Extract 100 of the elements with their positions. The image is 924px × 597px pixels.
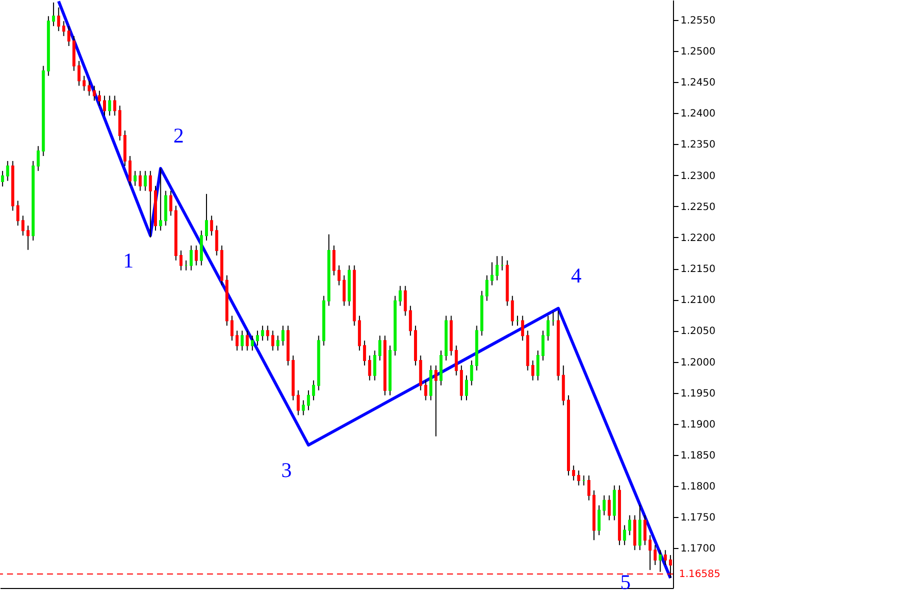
candlestick — [128, 156, 132, 186]
candlestick — [26, 225, 30, 250]
candlestick — [664, 550, 667, 566]
candlestick — [1, 170, 4, 187]
y-tick-label: 1.2100 — [680, 295, 716, 306]
candlestick — [57, 6, 60, 32]
candlestick — [246, 330, 249, 352]
candlestick — [281, 325, 284, 346]
candlestick — [398, 285, 402, 306]
y-tick-label: 1.2400 — [680, 108, 716, 120]
candlestick — [408, 305, 412, 336]
candlestick — [138, 170, 142, 192]
y-tick-label: 1.1900 — [680, 419, 716, 430]
y-tick-label: 1.2150 — [680, 264, 716, 276]
candlestick — [628, 514, 632, 536]
candlestick — [169, 190, 172, 216]
candlestick — [598, 504, 601, 536]
candlestick — [363, 340, 366, 366]
candlestick — [78, 60, 81, 86]
candlestick — [230, 315, 234, 342]
candlestick — [658, 550, 662, 572]
y-tick-label: 1.1850 — [680, 450, 716, 462]
candlestick — [256, 330, 259, 346]
annotation: 2 — [173, 123, 184, 148]
candlestick — [623, 524, 626, 546]
candlestick — [541, 330, 544, 362]
candlestick — [470, 360, 474, 386]
annotation: 4 — [571, 263, 582, 288]
y-tick-label: 1.2300 — [680, 170, 716, 182]
candlestick — [250, 335, 254, 352]
candlestick — [92, 85, 96, 102]
candlestick — [103, 95, 106, 116]
candlestick — [602, 494, 606, 516]
candlestick — [98, 90, 101, 106]
candlestick — [338, 264, 341, 286]
candlestick — [306, 390, 310, 411]
candlestick — [648, 534, 652, 570]
candlestick — [643, 514, 646, 546]
candlestick — [62, 20, 66, 37]
candlestick — [215, 225, 218, 256]
candlestick — [302, 400, 305, 416]
candlestick — [465, 374, 468, 401]
candlestick — [261, 325, 264, 342]
candlestick — [296, 390, 300, 416]
candlestick — [546, 315, 550, 342]
candlestick — [204, 193, 208, 242]
candlestick — [536, 350, 540, 381]
candlestick — [194, 245, 198, 266]
candlestick — [454, 345, 458, 376]
candlestick — [36, 146, 40, 172]
candlestick — [373, 350, 376, 381]
candlestick — [210, 215, 214, 236]
candlestick — [510, 295, 514, 326]
ref-line-label: 1.16585 — [679, 569, 720, 580]
candlestick — [496, 256, 499, 281]
candlestick — [88, 80, 91, 96]
y-tick-label: 1.1800 — [680, 482, 716, 493]
candlestick — [52, 2, 56, 27]
candlestick — [577, 470, 580, 486]
candlestick — [404, 285, 407, 316]
candlestick — [113, 95, 116, 116]
candlestick — [144, 170, 147, 192]
y-tick-label: 1.2200 — [680, 232, 716, 244]
annotation: 3 — [281, 458, 292, 482]
candlestick — [240, 330, 244, 352]
candlestick — [332, 245, 336, 276]
y-tick-label: 1.1950 — [680, 388, 716, 400]
candlestick — [424, 380, 428, 401]
candlestick — [271, 330, 274, 352]
y-tick-label: 1.1700 — [680, 544, 716, 555]
candlestick — [179, 250, 182, 271]
candlestick — [531, 360, 534, 381]
candlestick — [654, 544, 657, 566]
candlestick — [276, 335, 280, 352]
y-tick-label: 1.2450 — [680, 78, 716, 89]
y-tick-label: 1.2050 — [680, 326, 716, 338]
candlestick — [521, 315, 524, 342]
candlestick — [82, 75, 86, 92]
candlestick — [485, 274, 488, 302]
candlestick — [159, 168, 162, 232]
y-tick-label: 1.2500 — [680, 46, 716, 58]
candlestick — [490, 262, 494, 286]
candlestick — [572, 465, 576, 481]
y-tick-label: 1.2550 — [680, 15, 716, 26]
candlestick — [342, 274, 346, 306]
candlestick — [608, 494, 611, 521]
candlestick — [378, 335, 382, 362]
candlestick — [190, 245, 193, 271]
candlestick — [67, 26, 70, 46]
y-tick-label: 1.2000 — [680, 357, 716, 368]
candlestick — [134, 170, 137, 186]
y-tick-label: 1.2350 — [680, 140, 716, 151]
candlestick — [6, 160, 10, 182]
candlestick — [16, 200, 20, 226]
y-tick-label: 1.1750 — [680, 512, 716, 524]
candlestick — [108, 95, 112, 116]
candlestick — [368, 355, 372, 381]
y-tick-label: 1.2250 — [680, 202, 716, 213]
annotation: 5 — [620, 570, 631, 594]
annotation: 1 — [123, 248, 134, 273]
